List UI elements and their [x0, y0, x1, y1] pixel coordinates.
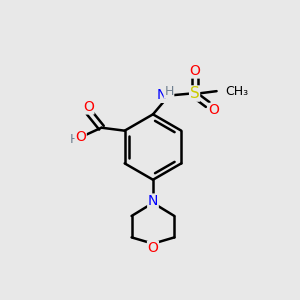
Text: CH₃: CH₃ [226, 85, 249, 98]
Text: O: O [75, 130, 86, 144]
Text: N: N [148, 194, 158, 208]
Text: O: O [189, 64, 200, 78]
Text: S: S [190, 86, 200, 101]
Text: H: H [164, 85, 174, 98]
Text: O: O [148, 242, 158, 255]
Text: O: O [83, 100, 94, 114]
Text: H: H [69, 133, 79, 146]
Text: O: O [208, 103, 219, 118]
Text: N: N [157, 88, 167, 102]
